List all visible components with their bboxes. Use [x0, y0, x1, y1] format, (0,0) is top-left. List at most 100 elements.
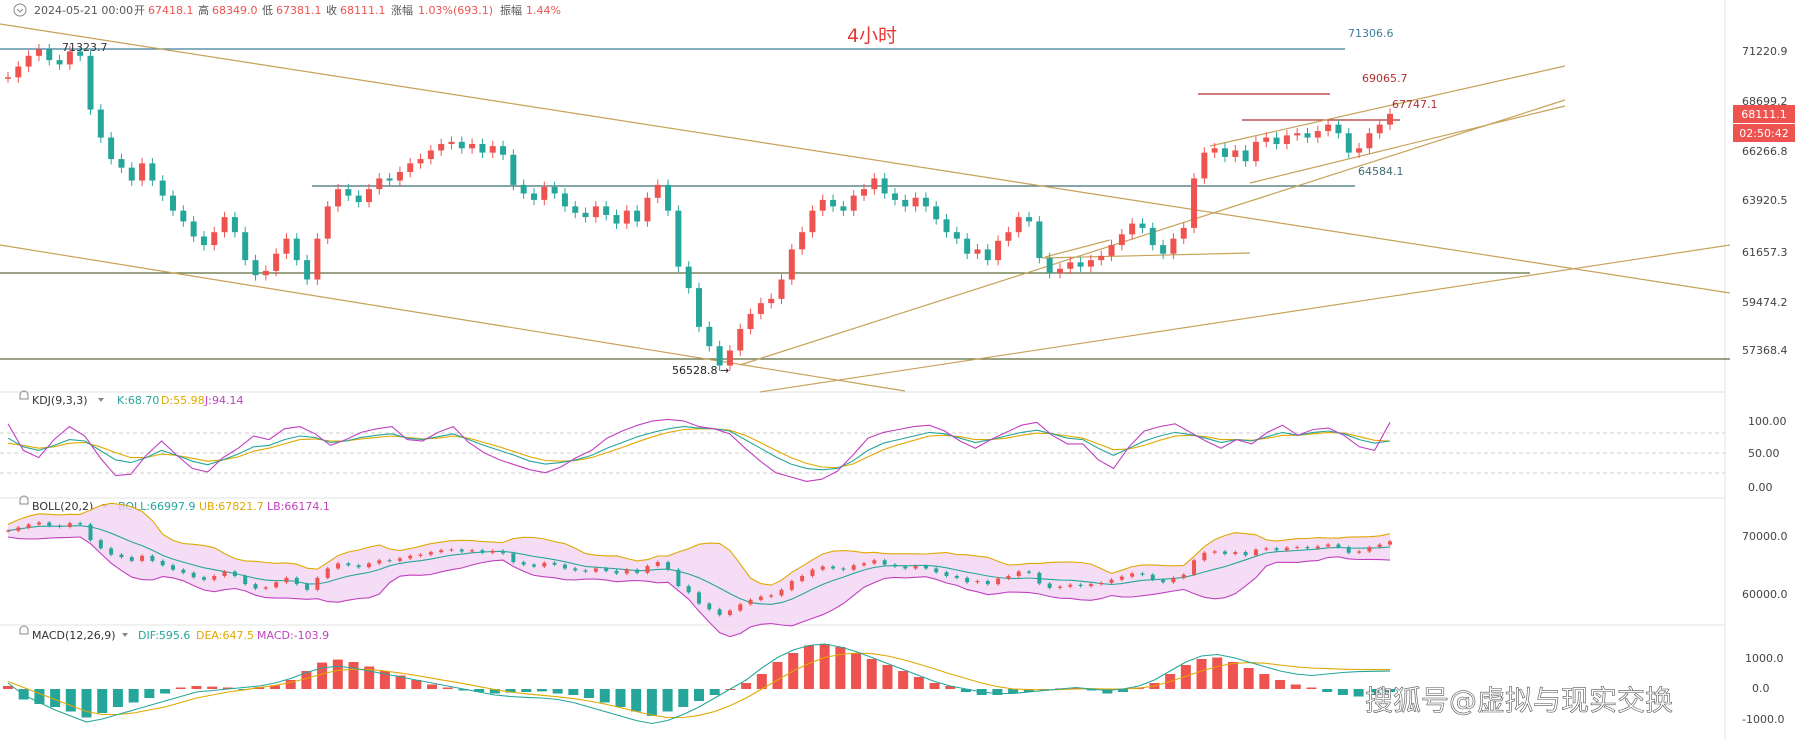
boll-candle-body	[47, 522, 52, 526]
candle-body	[1077, 262, 1084, 267]
candle-body	[355, 195, 362, 203]
lower-channel-line[interactable]	[0, 244, 906, 392]
boll-candle-body	[1388, 541, 1392, 545]
macd-histogram-bar	[929, 683, 940, 689]
boll-candle-body	[1377, 544, 1382, 548]
boll-candle-body	[1222, 551, 1227, 554]
candle-body	[25, 55, 32, 67]
amp-label: 振幅	[500, 3, 522, 17]
macd-histogram-bar	[945, 686, 956, 689]
candle-body	[1376, 124, 1383, 134]
boll-candle-body	[1016, 571, 1021, 576]
macd-histogram-bar	[1243, 668, 1254, 689]
macd-histogram-bar	[709, 689, 720, 695]
candle-body	[778, 279, 785, 299]
macd-histogram-bar	[521, 689, 532, 692]
boll-candle-body	[1006, 575, 1011, 579]
boll-candle-body	[1295, 547, 1300, 549]
candle-body	[1345, 133, 1352, 153]
boll-candle-body	[397, 558, 402, 561]
macd-histogram-bar	[1369, 689, 1380, 695]
current-price-tag: 68111.1 02:50:42	[1733, 105, 1795, 142]
candle-body	[1294, 133, 1301, 136]
amp-value: 1.44%	[526, 4, 561, 17]
boll-candle-body	[923, 565, 928, 569]
macd-histogram-bar	[913, 677, 924, 689]
bell-icon[interactable]	[19, 390, 29, 400]
boll-candle-body	[377, 560, 382, 564]
candle-body	[933, 206, 940, 220]
kdj-j: J:94.14	[204, 394, 243, 407]
boll-candle-body	[614, 570, 619, 574]
macd-histogram-bar	[803, 645, 814, 689]
macd-histogram-bar	[1023, 689, 1034, 692]
candle-body	[1087, 260, 1094, 267]
boll-candle-body	[996, 578, 1001, 585]
macd-histogram-bar	[175, 687, 186, 689]
macd-histogram-bar	[489, 689, 500, 694]
boll-band-fill	[8, 503, 1390, 637]
kdj-lines	[7, 418, 1391, 482]
boll-candle-body	[171, 565, 176, 570]
candle-body	[603, 206, 610, 215]
macd-histogram-bar	[128, 689, 139, 703]
rising-channel-lower[interactable]	[1249, 105, 1566, 184]
candle-body	[273, 253, 280, 271]
candle-body	[1108, 245, 1115, 256]
kdj-k-line	[7, 426, 1391, 471]
boll-candle-body	[1027, 571, 1032, 573]
macd-histogram-bar	[505, 689, 516, 693]
uptrend-line-3[interactable]	[1041, 252, 1251, 259]
target-annotation: 69065.7	[1362, 72, 1408, 85]
macd-histogram-bar	[97, 689, 108, 713]
candle-body	[850, 195, 857, 211]
kdj-tick: 0.00	[1748, 481, 1773, 494]
boll-candle-body	[748, 599, 753, 605]
small-channel-top[interactable]	[1044, 239, 1111, 258]
uptrend-line-2[interactable]	[759, 244, 1731, 393]
bell-icon[interactable]	[19, 625, 29, 635]
macd-histogram-bar	[1118, 689, 1129, 692]
boll-candle-body	[191, 572, 196, 578]
candle-body	[1191, 178, 1198, 228]
boll-candle-body	[1212, 551, 1217, 553]
boll-candle-body	[1326, 544, 1331, 547]
candle-body	[1283, 135, 1290, 144]
downtrend-line[interactable]	[0, 23, 1731, 294]
boll-candle-body	[655, 562, 660, 566]
candle-body	[654, 184, 661, 198]
candle-body	[396, 171, 403, 181]
collapse-icon[interactable]	[13, 3, 27, 17]
boll-candle-body	[181, 569, 186, 573]
candle-body	[541, 187, 548, 200]
boll-candle-body	[789, 581, 794, 590]
macd-histogram-bar	[160, 689, 171, 694]
change-label: 涨幅	[391, 4, 413, 17]
boll-candle-body	[325, 568, 330, 578]
boll-candle-body	[263, 587, 268, 589]
boll-candle-body	[697, 592, 701, 604]
rising-channel-upper[interactable]	[1209, 65, 1566, 147]
candle-body	[984, 249, 991, 261]
candle-body	[891, 193, 898, 200]
macd-tick: 0.0	[1752, 682, 1770, 695]
boll-candle-body	[78, 523, 83, 525]
watermark: 搜狐号@虚拟与现实交换	[1365, 684, 1673, 717]
macd-histogram-bar	[301, 671, 312, 689]
macd-tick: -1000.0	[1742, 713, 1784, 726]
chevron-down-icon[interactable]	[98, 398, 104, 402]
countdown: 02:50:42	[1739, 127, 1788, 140]
boll-candle-body	[222, 571, 227, 576]
macd-histogram-bar	[694, 689, 704, 701]
bell-icon[interactable]	[19, 495, 29, 505]
close-label: 收	[326, 3, 337, 17]
macd-histogram-bar	[3, 686, 13, 689]
chevron-down-icon[interactable]	[122, 633, 128, 637]
candle-body	[757, 303, 764, 314]
macd-histogram-bar	[599, 689, 610, 703]
candle-body	[737, 328, 744, 351]
macd-histogram-bar	[207, 686, 218, 689]
boll-candle-body	[820, 566, 825, 570]
arrow-annotation: →	[720, 364, 729, 377]
